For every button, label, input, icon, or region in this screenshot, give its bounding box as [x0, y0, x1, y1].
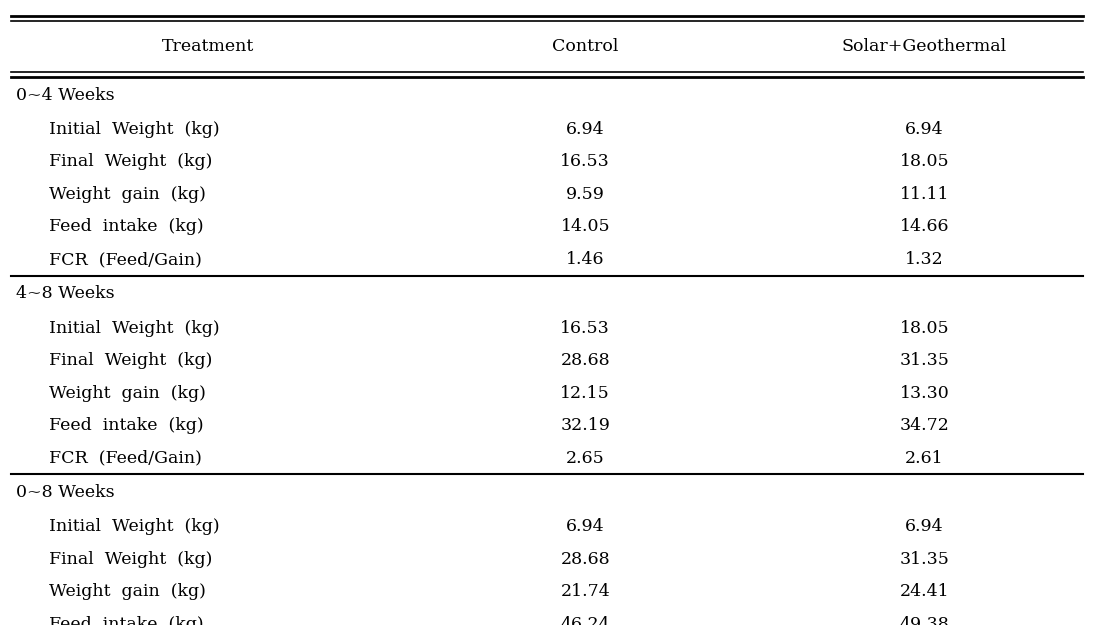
Text: Weight  gain  (kg): Weight gain (kg) [49, 384, 206, 402]
Text: 16.53: 16.53 [560, 153, 610, 171]
Text: 49.38: 49.38 [899, 616, 950, 625]
Text: FCR  (Feed/Gain): FCR (Feed/Gain) [49, 449, 202, 467]
Text: 14.66: 14.66 [899, 218, 950, 236]
Text: Treatment: Treatment [162, 38, 254, 55]
Text: Weight  gain  (kg): Weight gain (kg) [49, 583, 206, 601]
Text: 24.41: 24.41 [899, 583, 950, 601]
Text: 13.30: 13.30 [899, 384, 950, 402]
Text: 28.68: 28.68 [560, 352, 610, 369]
Text: Feed  intake  (kg): Feed intake (kg) [49, 616, 203, 625]
Text: 6.94: 6.94 [905, 518, 944, 536]
Text: 18.05: 18.05 [899, 153, 950, 171]
Text: 46.24: 46.24 [560, 616, 610, 625]
Text: 6.94: 6.94 [566, 518, 605, 536]
Text: 1.32: 1.32 [905, 251, 944, 268]
Text: FCR  (Feed/Gain): FCR (Feed/Gain) [49, 251, 202, 268]
Text: 18.05: 18.05 [899, 319, 950, 337]
Text: Initial  Weight  (kg): Initial Weight (kg) [49, 518, 220, 536]
Text: 28.68: 28.68 [560, 551, 610, 568]
Text: 21.74: 21.74 [560, 583, 610, 601]
Text: Feed  intake  (kg): Feed intake (kg) [49, 218, 203, 236]
Text: 9.59: 9.59 [566, 186, 605, 203]
Text: Initial  Weight  (kg): Initial Weight (kg) [49, 319, 220, 337]
Text: 14.05: 14.05 [560, 218, 610, 236]
Text: 2.61: 2.61 [905, 449, 944, 467]
Text: Final  Weight  (kg): Final Weight (kg) [49, 153, 212, 171]
Text: 11.11: 11.11 [899, 186, 950, 203]
Text: Control: Control [552, 38, 618, 55]
Text: Final  Weight  (kg): Final Weight (kg) [49, 352, 212, 369]
Text: 31.35: 31.35 [899, 551, 950, 568]
Text: Solar+Geothermal: Solar+Geothermal [842, 38, 1006, 55]
Text: 0~4 Weeks: 0~4 Weeks [16, 86, 115, 104]
Text: Initial  Weight  (kg): Initial Weight (kg) [49, 121, 220, 138]
Text: Weight  gain  (kg): Weight gain (kg) [49, 186, 206, 203]
Text: 16.53: 16.53 [560, 319, 610, 337]
Text: 4~8 Weeks: 4~8 Weeks [16, 285, 115, 302]
Text: 1.46: 1.46 [566, 251, 605, 268]
Text: 32.19: 32.19 [560, 417, 610, 434]
Text: Final  Weight  (kg): Final Weight (kg) [49, 551, 212, 568]
Text: 0~8 Weeks: 0~8 Weeks [16, 484, 115, 501]
Text: 6.94: 6.94 [905, 121, 944, 138]
Text: 31.35: 31.35 [899, 352, 950, 369]
Text: 6.94: 6.94 [566, 121, 605, 138]
Text: 2.65: 2.65 [566, 449, 605, 467]
Text: 34.72: 34.72 [899, 417, 950, 434]
Text: Feed  intake  (kg): Feed intake (kg) [49, 417, 203, 434]
Text: 12.15: 12.15 [560, 384, 610, 402]
